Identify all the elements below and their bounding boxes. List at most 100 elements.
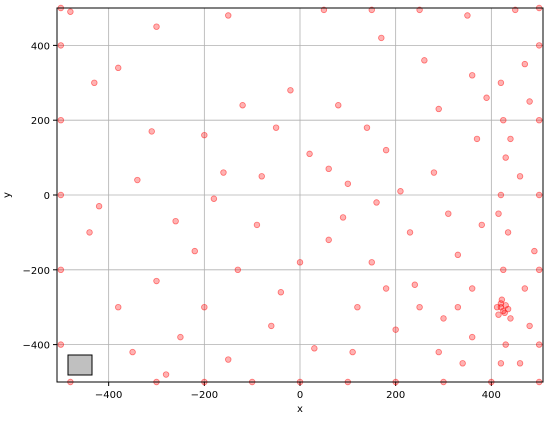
point <box>504 229 512 236</box>
point <box>67 8 74 15</box>
point <box>464 12 471 19</box>
widget-box <box>67 354 93 376</box>
point <box>201 304 208 311</box>
point <box>516 360 524 367</box>
point <box>153 23 160 30</box>
point <box>382 285 390 292</box>
point <box>406 229 414 236</box>
point <box>287 87 294 94</box>
y-tick-label: 400 <box>31 41 50 52</box>
point <box>91 79 98 86</box>
point <box>153 277 160 285</box>
point <box>57 191 65 199</box>
point <box>172 217 179 225</box>
point <box>497 300 505 307</box>
point <box>521 60 529 68</box>
point <box>349 348 356 356</box>
point <box>445 210 452 217</box>
point <box>225 356 232 363</box>
point <box>382 146 390 154</box>
point <box>416 304 423 311</box>
point <box>497 191 505 199</box>
point <box>296 259 304 266</box>
point <box>306 150 313 158</box>
plot-frame <box>56 7 544 383</box>
point <box>148 128 155 135</box>
point <box>162 371 170 378</box>
point <box>459 360 466 367</box>
point <box>239 102 246 109</box>
point <box>526 322 533 330</box>
y-tick-label: −400 <box>23 341 50 352</box>
point <box>220 169 227 176</box>
point <box>95 203 103 210</box>
point <box>521 285 529 292</box>
point <box>535 116 543 124</box>
point <box>191 247 198 255</box>
point <box>272 124 280 131</box>
point <box>378 34 385 42</box>
point <box>344 180 352 187</box>
point <box>234 266 242 273</box>
point <box>177 333 184 341</box>
point <box>57 266 65 273</box>
point <box>535 191 543 199</box>
point <box>86 229 93 236</box>
point <box>354 304 361 311</box>
point <box>469 333 476 341</box>
point <box>325 236 332 244</box>
point <box>497 360 505 367</box>
point <box>478 221 485 229</box>
y-axis-label: y <box>2 192 13 198</box>
point <box>502 341 509 348</box>
point <box>325 165 332 173</box>
point <box>469 72 476 79</box>
point <box>129 348 136 356</box>
x-tick-label: −200 <box>191 390 218 401</box>
x-tick-label: 0 <box>297 390 303 401</box>
point <box>497 79 505 86</box>
point <box>392 326 399 333</box>
point <box>435 105 442 113</box>
point <box>495 210 502 217</box>
point <box>397 188 404 195</box>
point <box>268 322 275 330</box>
point <box>57 42 65 49</box>
point <box>253 221 261 229</box>
point <box>531 247 538 255</box>
point <box>535 341 543 348</box>
point <box>495 311 502 318</box>
point <box>201 131 208 139</box>
x-tick-label: 200 <box>386 390 405 401</box>
point <box>507 315 514 322</box>
y-tick-label: 0 <box>44 191 50 202</box>
point <box>225 12 232 19</box>
point <box>500 266 507 273</box>
point <box>535 266 543 273</box>
point <box>498 296 506 303</box>
point <box>430 169 438 176</box>
point <box>210 195 218 202</box>
point <box>535 42 543 49</box>
point <box>502 154 509 161</box>
y-tick-label: −200 <box>23 266 50 277</box>
point <box>335 102 342 109</box>
x-tick-label: −400 <box>95 390 122 401</box>
point <box>454 304 462 311</box>
point <box>363 124 371 131</box>
point <box>500 116 507 124</box>
point <box>421 57 428 64</box>
point <box>469 285 476 292</box>
point <box>507 135 514 143</box>
point <box>493 304 501 311</box>
point <box>454 251 462 259</box>
point <box>134 176 141 184</box>
point <box>526 98 533 105</box>
point <box>258 173 265 180</box>
point <box>435 348 442 356</box>
point <box>516 173 524 180</box>
point <box>483 94 490 101</box>
x-axis-label: x <box>297 404 303 415</box>
point <box>440 315 447 322</box>
